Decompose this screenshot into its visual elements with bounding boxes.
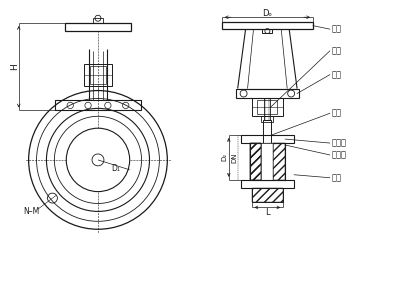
Text: D₁: D₁ [111, 164, 120, 173]
Text: Dₒ: Dₒ [262, 9, 272, 18]
Text: D₂: D₂ [222, 153, 228, 162]
Text: 阀体: 阀体 [332, 173, 342, 182]
Bar [241, 180, 294, 188]
Text: 硬密封: 硬密封 [332, 150, 347, 159]
Bar [264, 120, 271, 150]
Bar [249, 143, 262, 180]
Text: L: L [265, 208, 270, 217]
Bar [251, 188, 283, 201]
Text: N–M: N–M [24, 207, 40, 216]
Bar [90, 66, 106, 84]
Bar [84, 64, 112, 86]
Bar [236, 89, 299, 98]
Bar [222, 22, 313, 29]
Bar [93, 18, 103, 23]
Bar [55, 100, 141, 110]
Bar [249, 143, 262, 180]
Bar [241, 135, 294, 143]
Text: H: H [10, 63, 19, 70]
Bar [251, 188, 283, 201]
Text: 密封圈: 密封圈 [332, 139, 347, 148]
Bar [249, 143, 285, 180]
Text: DN: DN [232, 152, 238, 163]
Bar [251, 98, 283, 116]
Bar [264, 98, 270, 120]
Text: 阀杆: 阀杆 [332, 46, 342, 55]
Bar [258, 100, 277, 114]
Text: 支架: 支架 [332, 70, 342, 79]
Bar [262, 116, 273, 122]
Bar [262, 29, 272, 33]
Bar [262, 143, 273, 180]
Bar [65, 23, 131, 31]
Bar [273, 143, 285, 180]
Text: 手轮: 手轮 [332, 25, 342, 34]
Text: 阀板: 阀板 [332, 109, 342, 118]
